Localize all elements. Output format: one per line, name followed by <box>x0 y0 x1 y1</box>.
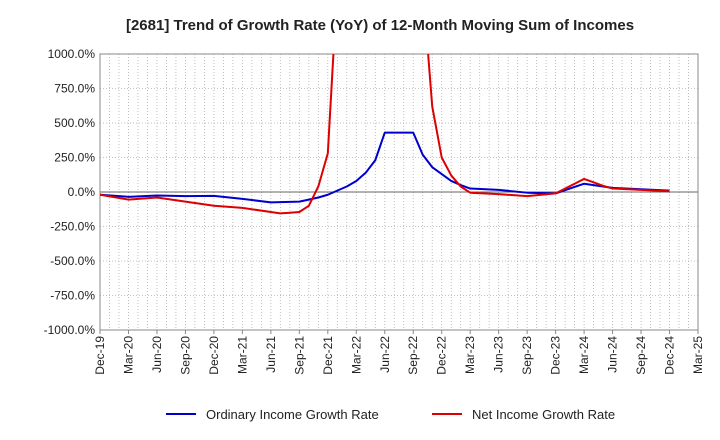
x-axis: Dec-19 Mar-20 Jun-20 Sep-20 Dec-20 Mar-21 Jun-… <box>93 330 705 375</box>
y-tick-label: 750.0% <box>54 82 95 96</box>
x-tick-label: Mar-22 <box>349 336 363 374</box>
y-tick-label: 1000.0% <box>48 47 96 61</box>
x-tick-label: Dec-22 <box>435 336 449 375</box>
x-tick-label: Jun-21 <box>264 336 278 373</box>
y-tick-label: -500.0% <box>50 254 95 268</box>
y-tick-label: 500.0% <box>54 116 95 130</box>
x-tick-label: Dec-24 <box>663 336 677 375</box>
legend-net-income-label: Net Income Growth Rate <box>472 407 615 422</box>
x-tick-label: Dec-20 <box>207 336 221 375</box>
x-tick-label: Dec-21 <box>321 336 335 375</box>
y-tick-label: -750.0% <box>50 289 95 303</box>
x-tick-label: Mar-20 <box>121 336 135 374</box>
grid <box>100 53 698 331</box>
chart-title: [2681] Trend of Growth Rate (YoY) of 12-… <box>126 17 634 34</box>
x-tick-label: Mar-23 <box>463 336 477 374</box>
plot-area-frame <box>99 53 699 331</box>
x-tick-label: Jun-22 <box>378 336 392 373</box>
x-tick-label: Mar-21 <box>235 336 249 374</box>
x-tick-label: Sep-24 <box>634 336 648 375</box>
x-tick-label: Mar-24 <box>577 336 591 374</box>
y-tick-label: 250.0% <box>54 151 95 165</box>
y-tick-label: -250.0% <box>50 220 95 234</box>
y-tick-label: -1000.0% <box>44 323 96 337</box>
x-tick-label: Sep-20 <box>178 336 192 375</box>
y-axis: 1000.0% 750.0% 500.0% 250.0% 0.0% -250.0% -500… <box>44 47 96 337</box>
x-tick-label: Mar-25 <box>691 336 705 374</box>
series-layer <box>100 54 670 215</box>
x-tick-label: Dec-19 <box>93 336 107 375</box>
legend-ordinary-income-label: Ordinary Income Growth Rate <box>206 407 379 422</box>
y-tick-label: 0.0% <box>68 185 96 199</box>
series-line-ordinary-income <box>100 131 670 204</box>
x-tick-label: Jun-24 <box>606 336 620 373</box>
x-tick-label: Jun-23 <box>492 336 506 373</box>
x-tick-label: Sep-23 <box>520 336 534 375</box>
x-tick-label: Dec-23 <box>549 336 563 375</box>
x-tick-label: Sep-21 <box>292 336 306 375</box>
x-tick-label: Sep-22 <box>406 336 420 375</box>
series-line-net-income <box>100 54 670 215</box>
legend: Ordinary Income Growth Rate Net Income Gr… <box>166 407 615 422</box>
x-tick-label: Jun-20 <box>150 336 164 373</box>
